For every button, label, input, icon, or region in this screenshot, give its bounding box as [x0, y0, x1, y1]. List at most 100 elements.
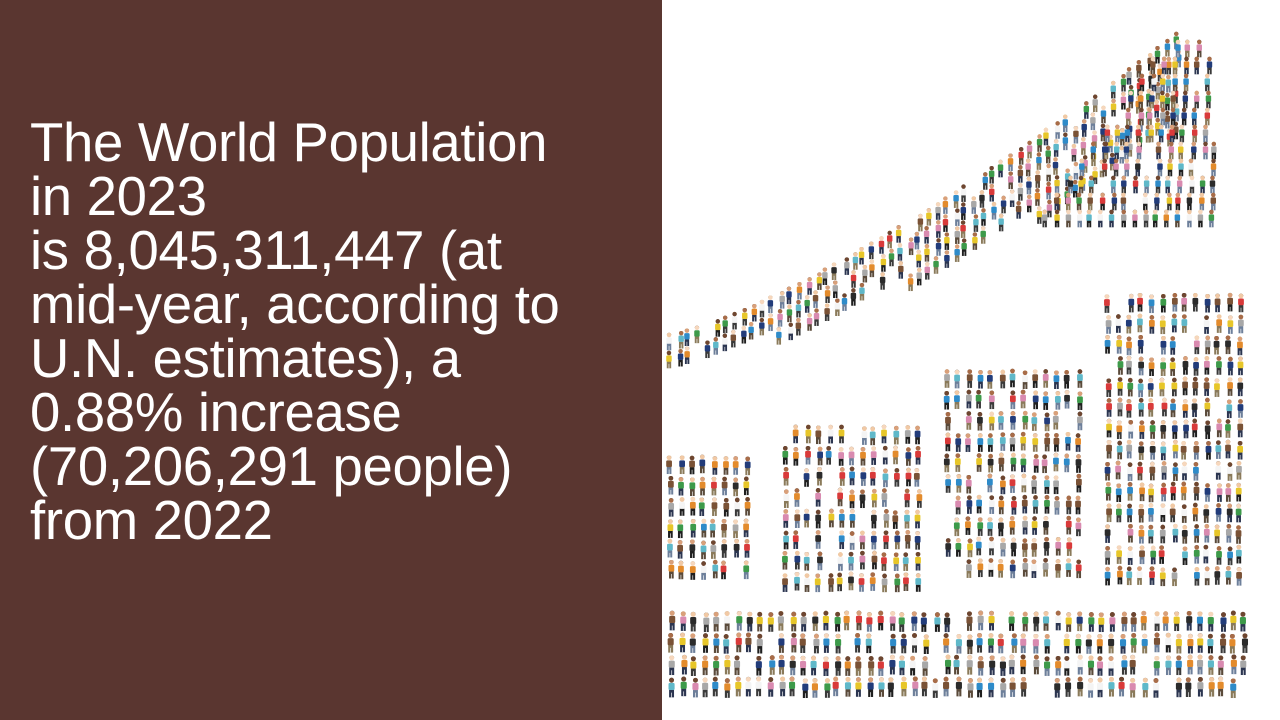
crowd-person: [1127, 523, 1134, 543]
crowd-person: [1159, 315, 1166, 335]
crowd-person: [882, 445, 889, 465]
crowd-person: [677, 540, 683, 559]
crowd-person: [1173, 611, 1180, 632]
crowd-person: [834, 611, 841, 632]
crowd-person: [1011, 633, 1018, 653]
crowd-person: [1174, 209, 1181, 228]
crowd-person: [1020, 654, 1027, 675]
crowd-person: [1087, 678, 1094, 698]
crowd-person: [988, 610, 995, 631]
crowd-person: [922, 656, 929, 676]
crowd-person: [790, 611, 797, 632]
crowd-person: [1073, 161, 1079, 180]
crowd-person: [1010, 537, 1017, 557]
crowd-person: [1193, 462, 1199, 481]
crowd-person: [1031, 559, 1037, 579]
crowd-person: [1033, 454, 1040, 473]
crowd-person: [1054, 391, 1061, 410]
crowd-person: [1083, 101, 1090, 119]
crowd-person: [1099, 192, 1106, 211]
crowd-person: [1116, 420, 1123, 440]
crowd-person: [1111, 192, 1118, 211]
crowd-person: [1031, 412, 1038, 431]
crowd-person: [924, 244, 930, 262]
crowd-person: [966, 655, 973, 675]
crowd-person: [1158, 124, 1164, 143]
crowd-person: [667, 633, 674, 653]
crowd-person: [1120, 92, 1127, 110]
crowd-person: [1118, 676, 1125, 697]
crowd-person: [1230, 610, 1237, 631]
crowd-person: [1192, 293, 1199, 312]
crowd-person: [1127, 546, 1134, 565]
crowd-person: [841, 293, 848, 311]
crowd-person: [1009, 559, 1016, 579]
crowd-person: [794, 571, 800, 591]
crowd-person: [1237, 440, 1243, 460]
title-panel: The World Population in 2023 is 8,045,31…: [0, 0, 662, 720]
crowd-person: [1076, 473, 1082, 493]
crowd-person: [721, 476, 728, 496]
crowd-person: [1204, 335, 1211, 355]
crowd-person: [979, 190, 985, 208]
crowd-person: [1075, 495, 1081, 515]
crowd-person: [1204, 293, 1211, 313]
crowd-person: [689, 561, 696, 580]
crowd-person: [1000, 195, 1007, 214]
crowd-person: [1237, 356, 1244, 376]
crowd-person: [744, 456, 751, 476]
crowd-person: [953, 517, 960, 537]
crowd-person: [810, 655, 817, 676]
crowd-person: [913, 468, 920, 487]
crowd-person: [1097, 209, 1104, 228]
crowd-person: [1008, 611, 1015, 631]
crowd-person: [723, 634, 730, 654]
crowd-person: [789, 655, 796, 676]
crowd-person: [1227, 462, 1233, 481]
crowd-person: [1199, 192, 1205, 211]
crowd-person: [1044, 633, 1051, 654]
crowd-person: [1054, 496, 1060, 515]
crowd-person: [1106, 398, 1112, 417]
crowd-person: [1009, 390, 1016, 410]
crowd-person: [767, 677, 774, 697]
crowd-person: [1053, 433, 1060, 452]
crowd-person: [756, 633, 763, 654]
crowd-person: [1138, 525, 1145, 544]
crowd-person: [1138, 356, 1145, 376]
crowd-person: [1197, 209, 1204, 228]
crowd-person: [966, 611, 973, 631]
crowd-person: [1167, 158, 1173, 177]
crowd-person: [917, 213, 924, 232]
crowd-person: [999, 656, 1006, 676]
crowd-person: [1157, 64, 1163, 82]
crowd-person: [1138, 398, 1145, 417]
crowd-person: [1171, 377, 1178, 397]
crowd-person: [1105, 481, 1112, 501]
crowd-person: [1169, 357, 1176, 376]
crowd-person: [1136, 141, 1142, 160]
crowd-person: [1017, 165, 1024, 183]
crowd-person: [1116, 503, 1122, 523]
crowd-person: [973, 214, 979, 232]
crowd-person: [1197, 676, 1204, 697]
crowd-person: [1235, 525, 1242, 544]
crowd-person: [1126, 336, 1132, 356]
crowd-person: [1175, 677, 1182, 698]
crowd-person: [1104, 335, 1111, 354]
crowd-person: [720, 560, 727, 580]
crowd-person: [1170, 90, 1176, 109]
crowd-person: [871, 488, 878, 508]
crowd-person: [1009, 474, 1016, 493]
crowd-person: [1191, 124, 1198, 143]
crowd-person: [668, 655, 675, 676]
crowd-person: [1010, 411, 1016, 430]
crowd-person: [903, 572, 909, 592]
crowd-person: [1078, 175, 1084, 194]
crowd-person: [837, 487, 843, 507]
crowd-person: [1176, 175, 1183, 194]
crowd-person: [721, 518, 727, 538]
crowd-person: [1065, 495, 1072, 515]
crowd-person: [1126, 566, 1133, 586]
crowd-person: [915, 446, 921, 465]
